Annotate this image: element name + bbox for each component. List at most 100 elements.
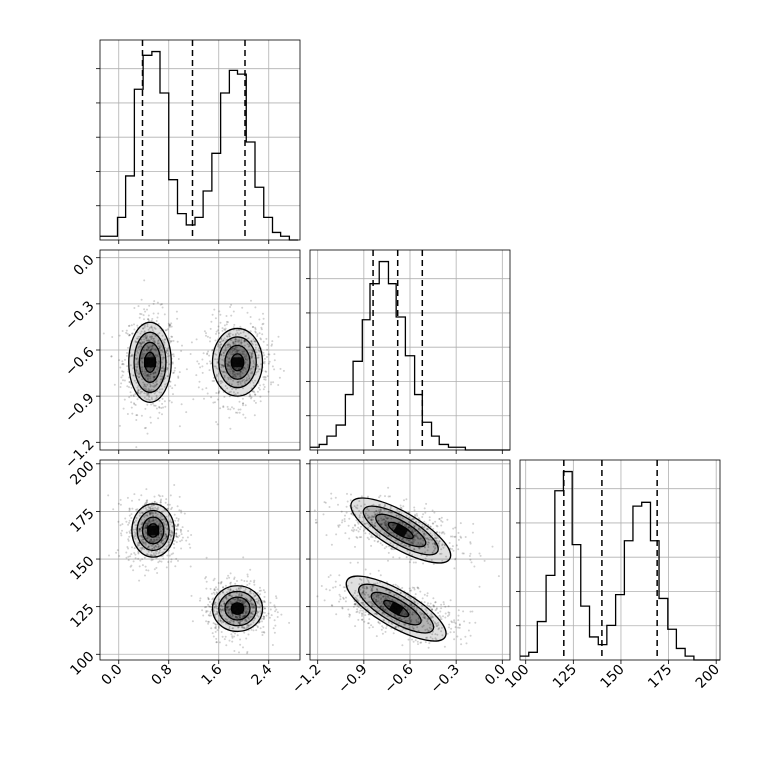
sample-point	[243, 340, 246, 343]
sample-point	[254, 393, 257, 396]
sample-point	[232, 598, 235, 601]
sample-point	[411, 529, 413, 532]
sample-point	[391, 511, 393, 514]
sample-point	[241, 306, 244, 309]
sample-point	[379, 508, 382, 510]
sample-point	[244, 404, 247, 407]
sample-point	[249, 616, 252, 619]
sample-point	[417, 629, 420, 632]
sample-point	[407, 638, 410, 641]
sample-point	[236, 615, 239, 618]
sample-point	[439, 552, 442, 555]
sample-point	[424, 608, 427, 611]
sample-point	[172, 372, 175, 374]
sample-point	[157, 312, 160, 315]
sample-point	[226, 577, 228, 580]
sample-point	[399, 515, 402, 518]
sample-point	[151, 344, 154, 347]
sample-point	[234, 372, 237, 375]
sample-point	[252, 360, 255, 363]
sample-point	[426, 592, 429, 595]
sample-point	[133, 379, 136, 382]
sample-point	[159, 516, 162, 519]
sample-point	[408, 619, 411, 622]
sample-point	[107, 494, 110, 497]
sample-point	[440, 516, 443, 519]
sample-point	[158, 345, 161, 348]
sample-point	[233, 373, 236, 376]
sample-point	[220, 343, 223, 346]
sample-point	[227, 602, 229, 605]
sample-point	[438, 614, 441, 617]
sample-point	[211, 380, 214, 382]
sample-point	[136, 324, 139, 327]
sample-point	[118, 424, 121, 427]
sample-point	[187, 530, 190, 532]
sample-point	[446, 615, 449, 617]
sample-point	[152, 515, 155, 517]
sample-point	[205, 610, 208, 612]
sample-point	[359, 512, 362, 514]
sample-point	[393, 534, 395, 537]
sample-point	[267, 612, 270, 615]
sample-point	[390, 536, 393, 539]
sample-point	[145, 398, 148, 401]
sample-point	[424, 617, 427, 620]
sample-point	[232, 407, 235, 410]
sample-point	[206, 392, 209, 395]
sample-point	[446, 518, 449, 521]
sample-point	[379, 508, 382, 511]
sample-point	[332, 586, 335, 589]
sample-point	[418, 547, 421, 550]
sample-point	[367, 593, 370, 596]
sample-point	[128, 519, 131, 522]
sample-point	[132, 395, 135, 398]
sample-point	[271, 343, 273, 346]
sample-point	[251, 352, 254, 355]
sample-point	[164, 520, 167, 523]
sample-point	[236, 351, 239, 354]
sample-point	[385, 598, 388, 601]
sample-point	[532, 574, 534, 576]
sample-point	[244, 610, 247, 613]
sample-point	[264, 376, 267, 379]
sample-point	[167, 322, 170, 325]
sample-point	[256, 610, 259, 613]
x-tick-label: 200	[693, 662, 723, 692]
sample-point	[213, 352, 216, 355]
sample-point	[229, 589, 232, 592]
sample-point	[217, 391, 220, 394]
sample-point	[423, 532, 426, 535]
sample-point	[421, 597, 424, 600]
sample-point	[244, 382, 247, 385]
sample-point	[231, 406, 233, 409]
sample-point	[231, 627, 234, 630]
sample-point	[160, 498, 163, 501]
sample-point	[127, 523, 130, 526]
sample-point	[233, 347, 236, 350]
sample-point	[154, 371, 157, 374]
sample-point	[229, 370, 232, 373]
sample-point	[410, 541, 413, 544]
sample-point	[444, 605, 447, 608]
sample-point	[368, 515, 371, 518]
sample-point	[135, 337, 138, 340]
sample-point	[141, 536, 144, 539]
sample-point	[470, 561, 473, 564]
sample-point	[149, 508, 152, 510]
sample-point	[373, 525, 376, 528]
sample-point	[258, 368, 260, 371]
sample-point	[214, 613, 217, 616]
sample-point	[413, 605, 416, 608]
sample-point	[172, 353, 175, 356]
sample-point	[226, 335, 229, 338]
sample-point	[244, 618, 246, 621]
sample-point	[245, 379, 248, 382]
sample-point	[425, 502, 428, 505]
sample-point	[401, 538, 403, 541]
sample-point	[415, 534, 418, 537]
sample-point	[361, 612, 363, 615]
sample-point	[239, 599, 242, 602]
sample-point	[161, 402, 164, 405]
sample-point	[215, 607, 218, 610]
